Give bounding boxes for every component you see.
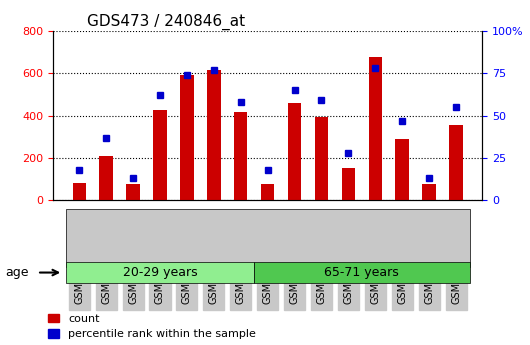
Legend: count, percentile rank within the sample: count, percentile rank within the sample xyxy=(48,314,256,339)
Bar xyxy=(234,112,248,200)
Bar xyxy=(288,103,301,200)
Bar xyxy=(368,58,382,200)
Bar xyxy=(73,183,86,200)
Bar xyxy=(342,168,355,200)
Bar xyxy=(153,110,167,200)
Bar xyxy=(261,184,275,200)
Text: age: age xyxy=(5,266,29,279)
Bar xyxy=(126,184,140,200)
Bar xyxy=(207,70,220,200)
Bar xyxy=(395,139,409,200)
Bar xyxy=(180,76,193,200)
Bar xyxy=(100,156,113,200)
Bar xyxy=(449,125,463,200)
Text: 65-71 years: 65-71 years xyxy=(324,266,399,279)
Text: GDS473 / 240846_at: GDS473 / 240846_at xyxy=(87,13,245,30)
Bar xyxy=(315,117,328,200)
Bar xyxy=(422,184,436,200)
Text: 20-29 years: 20-29 years xyxy=(122,266,197,279)
